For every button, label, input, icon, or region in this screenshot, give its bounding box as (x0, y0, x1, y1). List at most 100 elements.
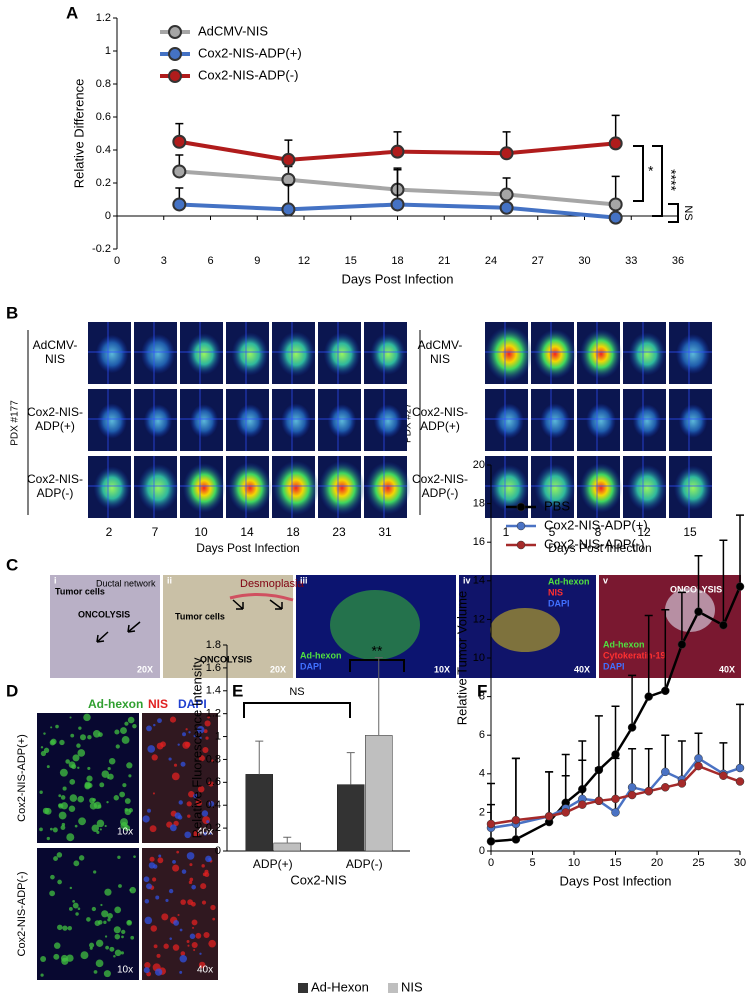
x-axis-title: Days Post Infection (342, 271, 454, 286)
speckle (179, 954, 187, 963)
point (172, 197, 187, 212)
x-tick-label: 33 (625, 255, 637, 267)
speckle (182, 732, 187, 737)
tile-numeral: i (54, 575, 57, 585)
day-label: 14 (240, 525, 254, 539)
speckle (103, 970, 111, 978)
speckle (104, 888, 112, 896)
group-label: PDX #177 (10, 400, 21, 446)
speckle (184, 831, 192, 839)
tile-label: Ad-hexon (548, 576, 590, 586)
speckle (172, 864, 180, 872)
tile-label: ONCOLYSIS (200, 654, 252, 664)
speckle (65, 759, 70, 764)
speckle (193, 734, 197, 738)
y-tick-label: 1 (105, 45, 111, 57)
axis-label: Days Post Infection (196, 541, 299, 555)
micrograph (599, 575, 741, 678)
y-tick-label: 0.6 (96, 111, 111, 123)
bar (273, 842, 301, 852)
scan-signal (189, 404, 219, 438)
y-tick-label: 20 (473, 459, 485, 471)
scan-signal (673, 465, 713, 511)
speckle (180, 951, 186, 956)
row-label: NIS (45, 352, 65, 366)
error-bar (374, 657, 383, 736)
row-label: NIS (430, 352, 450, 366)
y-tick-label: 12 (473, 613, 485, 625)
y-tick-label: 0.8 (96, 78, 111, 90)
speckle (114, 933, 121, 940)
point (694, 607, 703, 616)
legend-label: Cox2-NIS-ADP(-) (544, 536, 644, 551)
speckle (127, 716, 135, 724)
speckle (93, 870, 97, 874)
speckle (77, 795, 85, 803)
speckle (49, 827, 53, 831)
point (677, 779, 687, 788)
point (719, 771, 728, 780)
speckle (57, 924, 63, 931)
speckles (39, 713, 216, 978)
speckle (107, 766, 111, 771)
speckle (198, 961, 206, 969)
scan-signal (235, 404, 265, 438)
y-tick-label: 16 (473, 536, 485, 548)
micrograph-detail (330, 590, 420, 660)
y-tick-label: 2 (479, 806, 485, 818)
error-bar (736, 703, 744, 769)
point (627, 783, 637, 792)
scan-signal (586, 403, 616, 439)
speckle (197, 785, 205, 793)
speckle (60, 825, 66, 830)
annotation: NS (289, 686, 304, 698)
speckle (155, 895, 160, 900)
speckle (172, 859, 176, 864)
speckle (156, 953, 161, 958)
speckle (99, 828, 102, 831)
error-bar (594, 715, 603, 770)
tile-numeral: iii (300, 575, 308, 585)
day-label: 23 (332, 525, 346, 539)
y-tick-label: 4 (479, 768, 485, 780)
speckle (92, 798, 96, 802)
speckle (72, 754, 80, 762)
point (281, 202, 296, 217)
y-tick-label: 0 (105, 210, 111, 222)
speckle (188, 880, 193, 885)
speckle (100, 903, 103, 907)
speckle (61, 822, 66, 827)
row-label: ADP(-) (37, 486, 74, 500)
speckle (115, 744, 120, 749)
micrograph (50, 575, 160, 678)
speckle (126, 919, 133, 926)
point (735, 582, 745, 591)
point (578, 800, 587, 809)
speckle (189, 933, 196, 940)
annotation: **** (663, 169, 679, 191)
magnification: 10x (117, 965, 133, 976)
error-bar (346, 752, 355, 785)
speckle (190, 901, 196, 907)
speckle (171, 772, 180, 781)
legend-label: Cox2-NIS-ADP(-) (198, 67, 298, 82)
speckle (203, 729, 208, 734)
point (694, 761, 703, 771)
speckle (203, 931, 210, 939)
speckle (73, 860, 80, 867)
legend-label: PBS (544, 498, 570, 513)
speckle (52, 827, 58, 833)
point (611, 750, 620, 759)
speckle (202, 746, 209, 754)
annotation: * (648, 163, 654, 179)
speckle (69, 794, 78, 802)
speckle (60, 795, 66, 800)
tile-label: DAPI (300, 661, 322, 671)
tile-label: ONCOLYSIS (670, 584, 722, 594)
point (677, 640, 687, 649)
y-tick-label: 0 (479, 845, 485, 857)
speckle (195, 799, 203, 806)
speckle (107, 912, 113, 919)
speckle (186, 940, 190, 943)
point (661, 783, 670, 792)
